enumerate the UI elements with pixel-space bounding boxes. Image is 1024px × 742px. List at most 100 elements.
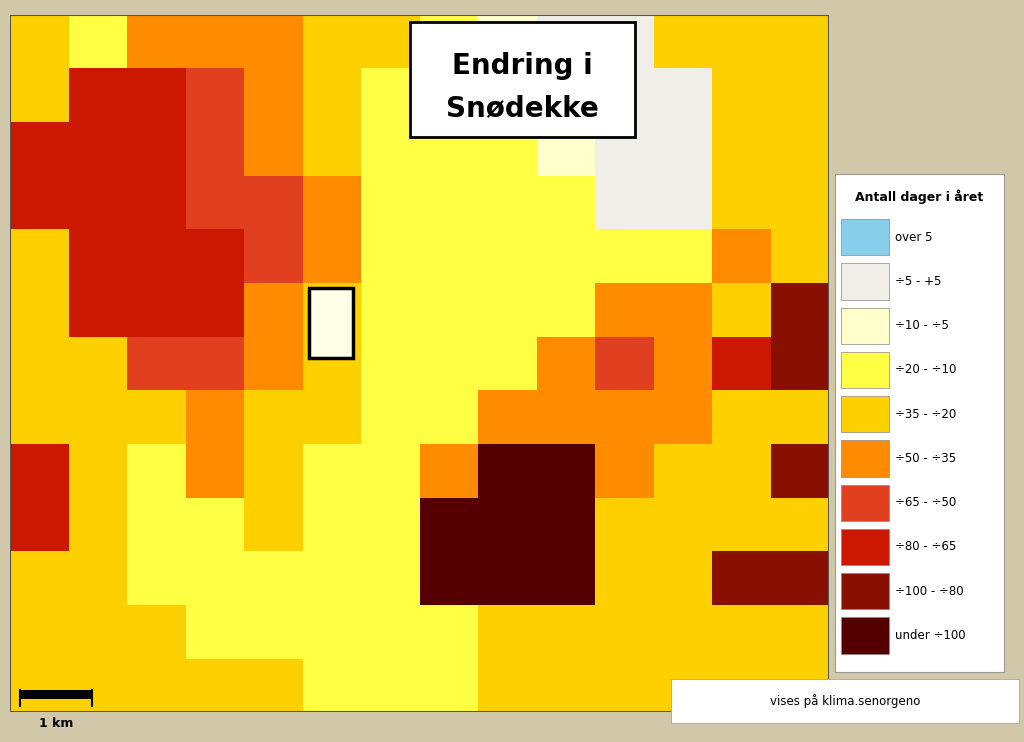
Bar (654, 283, 713, 337)
Bar (713, 444, 771, 498)
Bar (245, 444, 303, 498)
Bar (842, 573, 889, 609)
Bar (127, 229, 185, 283)
Bar (127, 68, 185, 122)
Bar (127, 122, 185, 176)
Bar (127, 390, 185, 444)
Bar (245, 122, 303, 176)
Bar (245, 390, 303, 444)
Bar (478, 444, 537, 498)
Bar (69, 15, 127, 68)
Text: ÷50 - ÷35: ÷50 - ÷35 (895, 452, 956, 465)
Bar (127, 283, 185, 337)
Bar (771, 498, 829, 551)
Bar (771, 122, 829, 176)
Bar (478, 498, 537, 551)
Bar (713, 15, 771, 68)
Bar (69, 605, 127, 659)
Bar (654, 551, 713, 605)
Bar (69, 551, 127, 605)
Bar (10, 390, 69, 444)
Bar (537, 390, 595, 444)
Bar (69, 176, 127, 229)
Bar (303, 68, 361, 122)
Bar (127, 444, 185, 498)
Bar (69, 283, 127, 337)
Bar (69, 337, 127, 390)
Bar (69, 659, 127, 712)
Bar (303, 229, 361, 283)
Bar (713, 498, 771, 551)
Bar (185, 498, 245, 551)
Bar (478, 605, 537, 659)
Bar (537, 659, 595, 712)
Bar (595, 15, 654, 68)
Text: Snødekke: Snødekke (445, 94, 599, 122)
Bar (303, 390, 361, 444)
Bar (361, 122, 420, 176)
Bar (478, 337, 537, 390)
Bar (303, 444, 361, 498)
Bar (361, 390, 420, 444)
Bar (303, 605, 361, 659)
Bar (537, 444, 595, 498)
Bar (713, 122, 771, 176)
Bar (420, 122, 478, 176)
Bar (842, 396, 889, 433)
Bar (537, 498, 595, 551)
Bar (127, 498, 185, 551)
Bar (10, 659, 69, 712)
Bar (185, 176, 245, 229)
Bar (595, 444, 654, 498)
Text: over 5: over 5 (895, 231, 933, 244)
Bar (69, 122, 127, 176)
Bar (654, 176, 713, 229)
Bar (420, 68, 478, 122)
Bar (245, 551, 303, 605)
Bar (361, 15, 420, 68)
Bar (478, 551, 537, 605)
Bar (303, 659, 361, 712)
Bar (842, 308, 889, 344)
Bar (420, 390, 478, 444)
Bar (713, 229, 771, 283)
Bar (595, 659, 654, 712)
Bar (303, 15, 361, 68)
Bar (127, 605, 185, 659)
Bar (10, 68, 69, 122)
Bar (654, 605, 713, 659)
Bar (654, 229, 713, 283)
Bar (420, 659, 478, 712)
Bar (420, 15, 478, 68)
Text: ÷65 - ÷50: ÷65 - ÷50 (895, 496, 956, 509)
Bar (595, 229, 654, 283)
Bar (361, 68, 420, 122)
Bar (771, 15, 829, 68)
Bar (537, 68, 595, 122)
Bar (245, 15, 303, 68)
Bar (245, 659, 303, 712)
Bar (478, 283, 537, 337)
Bar (303, 176, 361, 229)
Bar (185, 229, 245, 283)
Bar (654, 659, 713, 712)
Bar (20, 690, 92, 699)
Bar (185, 337, 245, 390)
Bar (245, 176, 303, 229)
Bar (842, 617, 889, 654)
Bar (478, 390, 537, 444)
Bar (595, 390, 654, 444)
Bar (185, 605, 245, 659)
Bar (361, 498, 420, 551)
Text: ÷5 - +5: ÷5 - +5 (895, 275, 942, 288)
Bar (185, 15, 245, 68)
Bar (303, 283, 361, 337)
Bar (713, 176, 771, 229)
Bar (420, 605, 478, 659)
Text: under ÷100: under ÷100 (895, 629, 966, 642)
Bar (10, 444, 69, 498)
Bar (245, 498, 303, 551)
Text: ÷20 - ÷10: ÷20 - ÷10 (895, 364, 956, 376)
Bar (771, 390, 829, 444)
Bar (842, 440, 889, 476)
